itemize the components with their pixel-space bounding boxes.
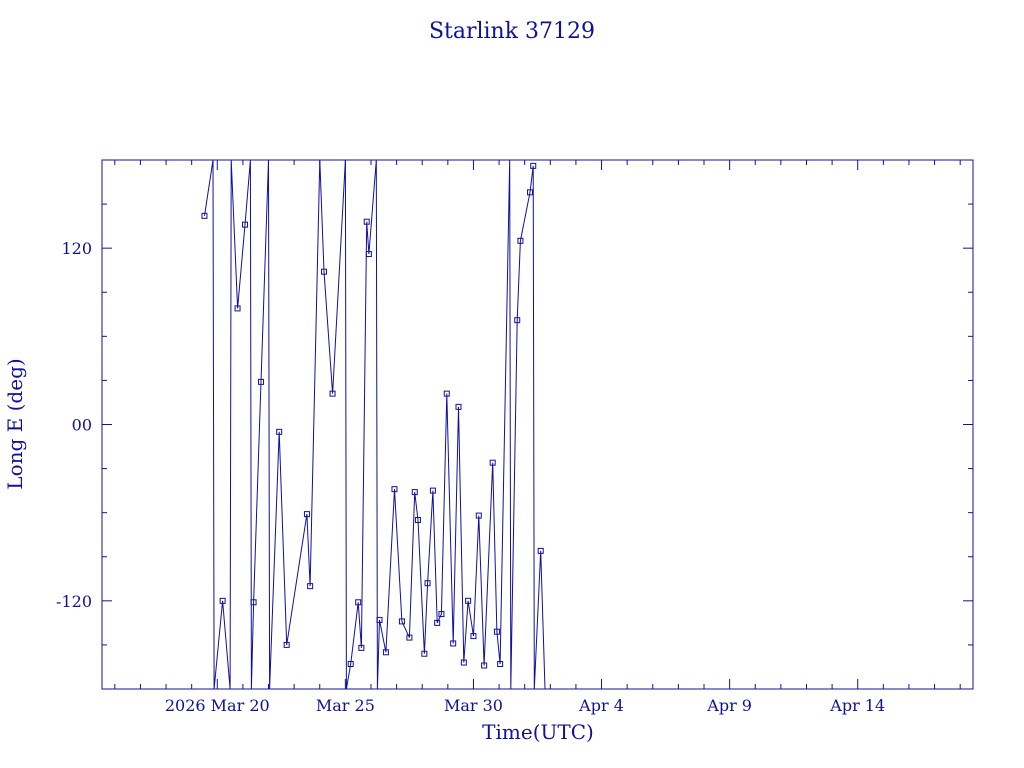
x-tick-label: Mar 25 [316, 696, 375, 715]
x-tick-label: 2026 Mar 20 [165, 696, 270, 715]
x-axis-label: Time(UTC) [482, 720, 594, 744]
data-point [481, 662, 488, 669]
data-point [411, 489, 418, 496]
data-point [355, 599, 362, 606]
data-point [363, 218, 370, 225]
data-point [475, 512, 482, 519]
data-point [276, 428, 283, 435]
data-point [201, 212, 208, 219]
series-group [201, 160, 546, 689]
y-tick-label: 120 [61, 239, 92, 258]
data-point [530, 162, 537, 169]
data-point [250, 599, 257, 606]
data-point [307, 583, 314, 590]
data-point [421, 650, 428, 657]
data-point [424, 580, 431, 587]
data-point [358, 644, 365, 651]
x-tick-label: Apr 4 [578, 696, 624, 715]
y-tick-label: -120 [56, 592, 92, 611]
data-point [376, 616, 383, 623]
data-point [489, 459, 496, 466]
series-line [204, 160, 546, 689]
x-tick-label: Apr 14 [829, 696, 885, 715]
data-point [234, 305, 241, 312]
y-axis-label: Long E (deg) [3, 358, 27, 489]
data-point [455, 403, 462, 410]
data-point [460, 659, 467, 666]
data-point [470, 633, 477, 640]
data-point [219, 597, 226, 604]
chart-title: Starlink 37129 [429, 19, 595, 44]
data-point [321, 268, 328, 275]
data-point [347, 661, 354, 668]
data-point [465, 597, 472, 604]
data-point [303, 511, 310, 518]
y-axis: 120 00 -120 [56, 159, 973, 690]
x-tick-label: Mar 30 [444, 696, 503, 715]
data-point [537, 547, 544, 554]
data-point [527, 189, 534, 196]
data-point [443, 390, 450, 397]
data-point [382, 649, 389, 656]
x-axis: 2026 Mar 20 Mar 25 Mar 30 Apr 4 Apr 9 Apr 14 [114, 160, 961, 715]
data-point [517, 237, 524, 244]
data-point [242, 221, 249, 228]
x-tick-label: Apr 9 [706, 696, 752, 715]
y-tick-label: 00 [72, 416, 92, 435]
data-point [434, 619, 441, 626]
data-point [398, 618, 405, 625]
data-point [438, 611, 445, 618]
data-point [283, 641, 290, 648]
data-point [414, 517, 421, 524]
data-point [258, 378, 265, 385]
data-point [365, 251, 372, 258]
data-point [429, 487, 436, 494]
data-point [406, 634, 413, 641]
data-point [514, 317, 521, 324]
data-point [493, 628, 500, 635]
series-layer [201, 160, 546, 689]
data-point [450, 640, 457, 647]
data-point [329, 390, 336, 397]
data-point [391, 486, 398, 493]
data-point [497, 661, 504, 668]
